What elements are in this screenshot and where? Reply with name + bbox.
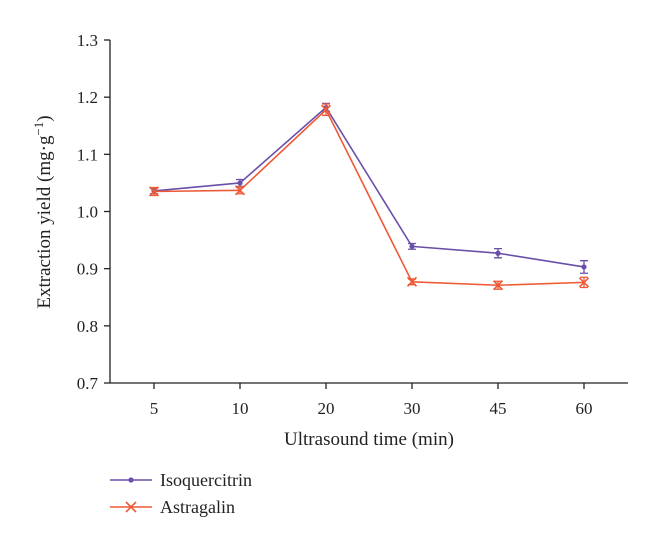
axes [109,40,628,384]
y-ticks: 0.7 0.8 0.9 1.0 1.1 1.2 1.3 [77,31,110,393]
data-point-x-marker [148,186,160,197]
x-tick-label: 60 [576,399,593,418]
y-tick-label: 1.2 [77,88,98,107]
y-tick-label: 1.3 [77,31,98,50]
data-point-x-marker [234,185,246,196]
legend-dot-marker-icon [128,477,134,483]
y-tick-label: 0.7 [77,374,99,393]
data-point-x-marker [492,280,504,291]
x-tick-label: 45 [490,399,507,418]
legend-item-astragalin: Astragalin [110,497,235,517]
legend-item-isoquercitrin: Isoquercitrin [110,470,252,490]
series-line-astragalin [153,108,585,287]
y-tick-label: 0.9 [77,260,98,279]
y-tick-label: 0.8 [77,317,98,336]
series-astragalin [148,103,590,291]
data-point-x-marker [320,104,332,115]
x-ticks: 5 10 20 30 45 60 [150,383,593,418]
x-axis-title: Ultrasound time (min) [284,429,454,450]
y-axis-title-superscript: −1 [31,122,46,136]
legend-label-isoquercitrin: Isoquercitrin [160,470,252,490]
data-point-dot-marker [581,264,587,270]
x-tick-label: 20 [318,399,335,418]
legend-label-astragalin: Astragalin [160,497,235,517]
x-tick-label: 5 [150,399,159,418]
legend: Isoquercitrin Astragalin [110,470,252,517]
data-point-x-marker [406,276,418,287]
data-point-x-marker [578,277,590,288]
legend-x-marker-icon [125,501,137,513]
y-tick-label: 1.1 [77,145,98,164]
series-line-isoquercitrin [153,106,585,268]
y-tick-label: 1.0 [77,203,98,222]
y-axis-title-main: Extraction yield (mg·g [34,135,55,309]
data-point-dot-marker [237,180,243,186]
x-tick-label: 30 [404,399,421,418]
series-isoquercitrin [150,102,588,274]
data-point-dot-marker [495,250,501,256]
data-point-dot-marker [409,243,415,249]
series-layer [148,102,590,291]
x-tick-label: 10 [232,399,249,418]
y-axis-title-close: ) [34,115,55,121]
y-axis-title: Extraction yield (mg·g−1) [31,115,55,308]
